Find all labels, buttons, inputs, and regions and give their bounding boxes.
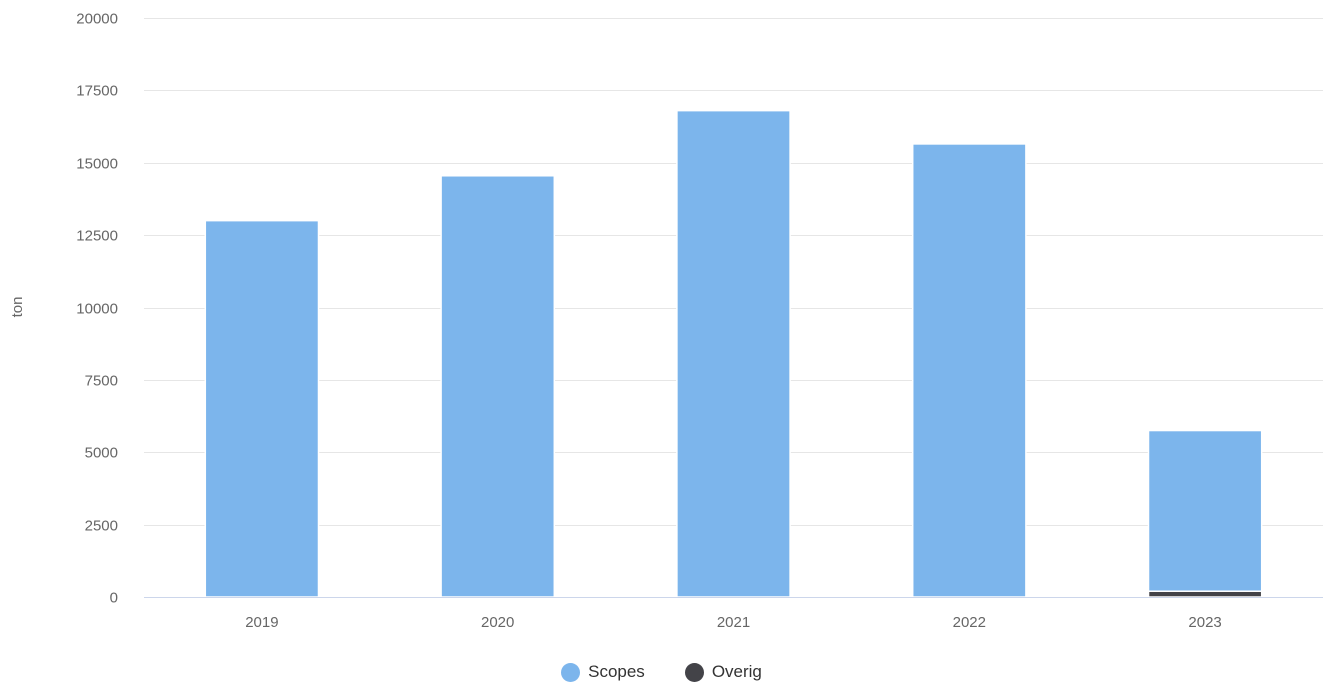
legend-swatch-scopes xyxy=(561,662,581,682)
x-tick-label-2023: 2023 xyxy=(1188,614,1221,631)
y-tick-label-5000: 5000 xyxy=(85,445,118,462)
bar-scopes-2021[interactable] xyxy=(676,109,791,598)
legend-swatch-overig xyxy=(684,662,704,682)
y-axis-title: ton xyxy=(9,297,26,318)
legend-item-scopes[interactable]: Scopes xyxy=(561,662,645,682)
y-tick-label-7500: 7500 xyxy=(85,373,118,390)
x-tick-label-2020: 2020 xyxy=(481,614,514,631)
legend-label-scopes: Scopes xyxy=(588,662,645,681)
y-tick-label-15000: 15000 xyxy=(76,156,118,173)
y-tick-label-20000: 20000 xyxy=(76,11,118,28)
bars xyxy=(204,109,1263,598)
bar-scopes-2023[interactable] xyxy=(1147,429,1263,592)
bar-scopes-2019[interactable] xyxy=(204,219,320,598)
bar-overig-2023[interactable] xyxy=(1147,590,1263,598)
x-tick-label-2022: 2022 xyxy=(953,614,986,631)
bar-scopes-2022[interactable] xyxy=(911,143,1027,598)
stacked-bar-chart: 0 2500 5000 7500 10000 12500 15000 17500 20000 2… xyxy=(9,11,1323,631)
y-axis-ticks: 0 2500 5000 7500 10000 12500 15000 17500 20000 xyxy=(76,11,118,607)
y-tick-label-12500: 12500 xyxy=(76,228,118,245)
legend-label-overig: Overig xyxy=(711,662,762,681)
x-tick-label-2019: 2019 xyxy=(245,614,278,631)
x-axis-ticks: 2019 2020 2021 2022 2023 xyxy=(245,614,1222,631)
y-tick-label-17500: 17500 xyxy=(76,83,118,100)
y-tick-label-2500: 2500 xyxy=(85,518,118,535)
y-tick-label-0: 0 xyxy=(110,590,118,607)
legend-item-overig[interactable]: Overig xyxy=(684,662,762,682)
x-tick-label-2021: 2021 xyxy=(717,614,750,631)
y-tick-label-10000: 10000 xyxy=(76,301,118,318)
legend: Scopes Overig xyxy=(0,662,1323,682)
bar-scopes-2020[interactable] xyxy=(440,175,556,598)
